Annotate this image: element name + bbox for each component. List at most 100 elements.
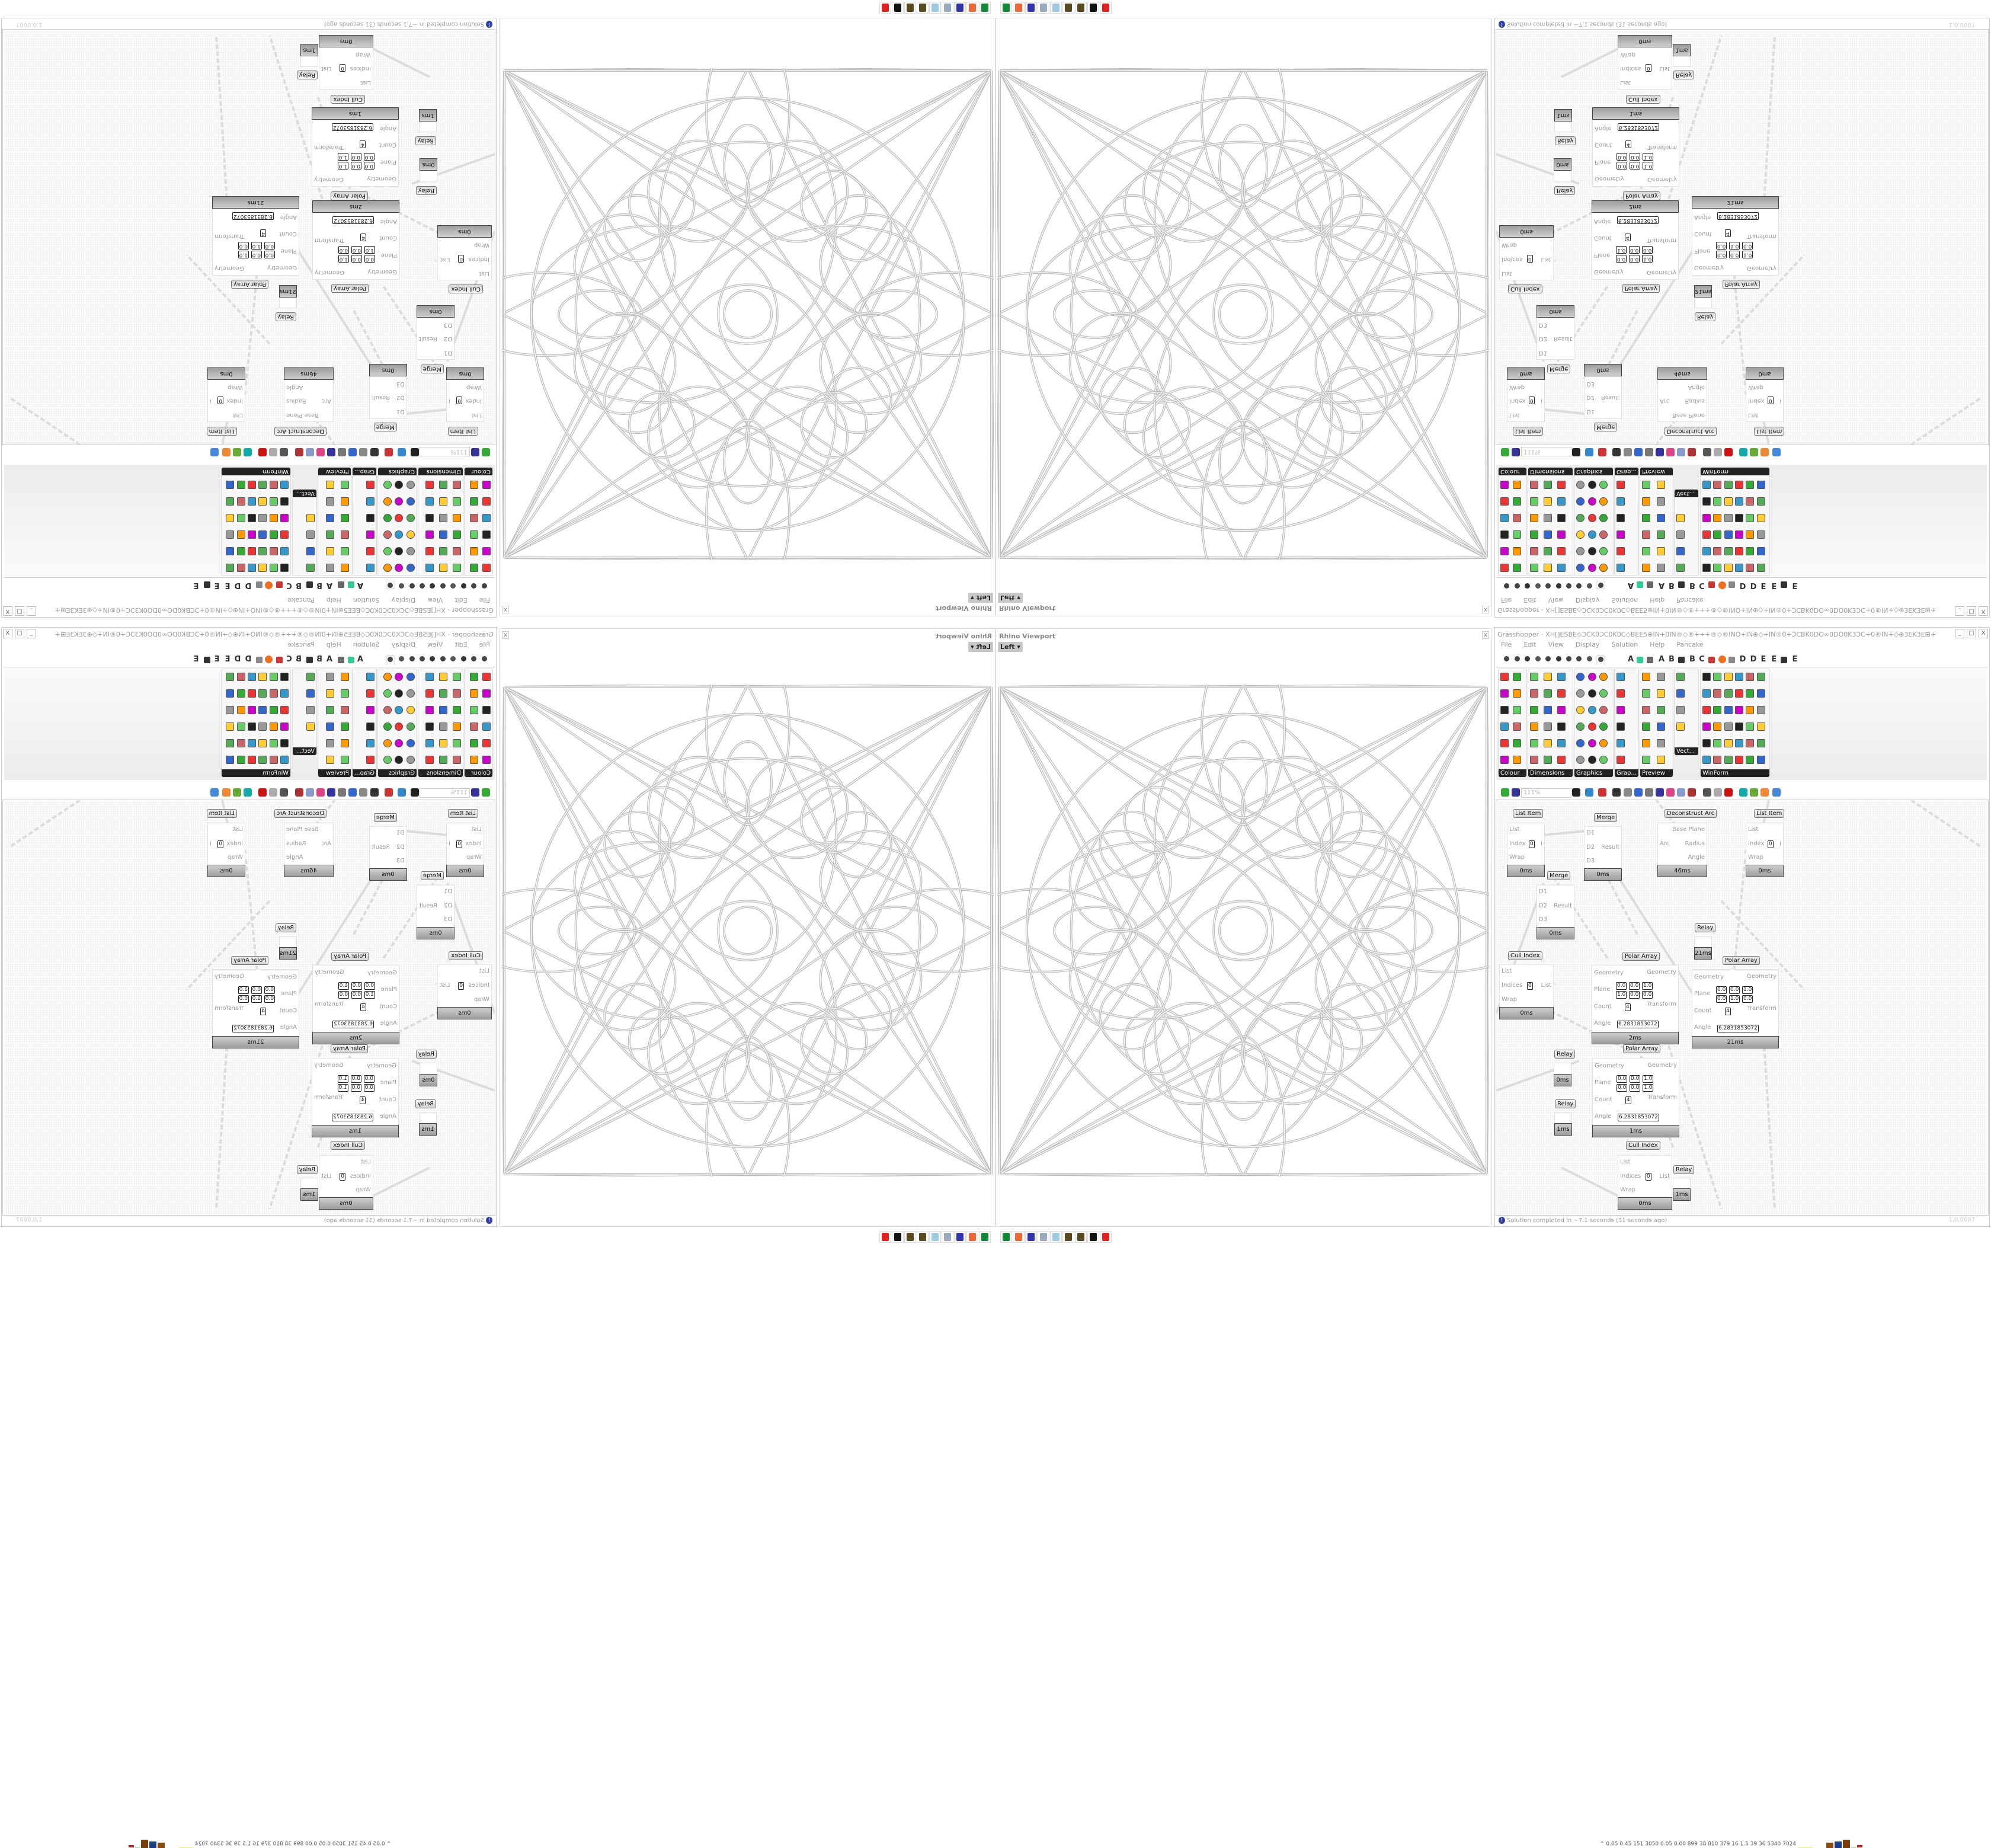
ribbon-group-label[interactable]: Preview <box>1640 769 1673 777</box>
component-title[interactable]: Relay <box>415 136 436 145</box>
component-icon[interactable] <box>425 673 434 681</box>
component-title[interactable]: Relay <box>1695 312 1716 321</box>
plane-origin-x[interactable]: 0.0 <box>264 251 275 258</box>
plane-zaxis-x[interactable]: 0.0 <box>1716 242 1727 250</box>
taskbar-seed-button[interactable] <box>1075 1231 1087 1243</box>
component-icon[interactable] <box>1713 673 1722 681</box>
tab-letter-d[interactable]: D <box>245 581 252 590</box>
input-list[interactable]: List <box>1509 826 1520 833</box>
output-geometry[interactable]: Geometry <box>1647 969 1676 976</box>
plane-origin-x[interactable]: 0.0 <box>363 1075 374 1083</box>
output-geometry[interactable]: Geometry <box>1647 269 1676 276</box>
tab-icon[interactable] <box>1513 581 1521 589</box>
component-icon[interactable] <box>236 547 245 555</box>
tab-icon[interactable] <box>1678 657 1685 663</box>
tab-icon[interactable] <box>408 581 417 589</box>
menu-edit[interactable]: Edit <box>1523 641 1537 648</box>
tab-letter-e[interactable]: E <box>225 581 231 590</box>
component-icon[interactable] <box>425 689 434 698</box>
tab-letter-a[interactable]: A <box>357 581 364 590</box>
half-sphere-icon[interactable] <box>222 448 231 456</box>
component-icon[interactable] <box>341 722 349 731</box>
open-file-icon[interactable] <box>482 788 490 797</box>
tab-icon[interactable] <box>1523 656 1531 664</box>
input-list[interactable]: List <box>1502 270 1512 277</box>
component-icon[interactable] <box>1735 514 1743 522</box>
component-icon[interactable] <box>1702 514 1711 522</box>
component-icon[interactable] <box>395 514 404 522</box>
input-list[interactable]: List <box>1620 79 1631 87</box>
component-icon[interactable] <box>1587 673 1596 681</box>
plane-origin-x[interactable]: 0.0 <box>1616 982 1627 990</box>
sketch-icon[interactable] <box>1598 448 1606 456</box>
component-icon[interactable] <box>482 497 491 506</box>
component-icon[interactable] <box>269 514 278 522</box>
tab-icon[interactable] <box>398 581 406 589</box>
component-body[interactable]: D1 D2 D3 Result <box>1537 316 1574 360</box>
output-base-plane[interactable]: Base Plane <box>1672 826 1705 833</box>
component-title[interactable]: Polar Array <box>1622 284 1660 293</box>
output-base-plane[interactable]: Base Plane <box>286 412 319 419</box>
input-count[interactable]: Count <box>379 235 397 242</box>
tab-letter-c[interactable]: C <box>286 581 292 590</box>
input-plane[interactable]: Plane <box>380 251 397 258</box>
output-angle[interactable]: Angle <box>1688 383 1705 391</box>
component-title[interactable]: Polar Array <box>231 280 268 289</box>
component-icon[interactable] <box>366 673 374 681</box>
component-icon[interactable] <box>1642 497 1650 506</box>
component-icon[interactable] <box>280 722 289 731</box>
component-icon[interactable] <box>1617 706 1625 714</box>
component-body[interactable]: Geometry Plane Count Angle Geometry Transform… <box>312 1058 399 1126</box>
component-icon[interactable] <box>383 673 392 681</box>
component-icon[interactable] <box>1500 564 1509 572</box>
component-icon[interactable] <box>1724 497 1733 506</box>
wireframe-icon[interactable] <box>269 788 277 797</box>
plane-zaxis-y[interactable]: 0.0 <box>350 1084 361 1092</box>
component-icon[interactable] <box>280 547 289 555</box>
close-button[interactable]: X <box>3 606 12 616</box>
taskbar-notepad-button[interactable] <box>1050 2 1062 14</box>
component-title[interactable]: Cull Index <box>331 95 365 104</box>
component-icon[interactable] <box>1576 564 1585 572</box>
component-icon[interactable] <box>1587 564 1596 572</box>
component-icon[interactable] <box>1530 756 1538 764</box>
component-icon[interactable] <box>395 756 404 764</box>
component-icon[interactable] <box>1756 547 1765 555</box>
count-value[interactable]: 4 <box>1625 1096 1631 1104</box>
output-result[interactable]: Result <box>419 335 437 343</box>
component-title[interactable]: Polar Array <box>1623 191 1660 200</box>
component-icon[interactable] <box>1735 756 1743 764</box>
minimize-button[interactable]: _ <box>27 606 36 616</box>
input-wrap[interactable]: Wrap <box>466 854 482 861</box>
tab-icon[interactable] <box>1781 657 1787 663</box>
menu-view[interactable]: View <box>427 641 443 648</box>
component-icon[interactable] <box>1713 756 1722 764</box>
half-sphere-icon[interactable] <box>1760 448 1769 456</box>
component-body[interactable]: List Indices Wrap List 0 <box>319 1155 373 1198</box>
component-icon[interactable] <box>1599 514 1608 522</box>
index-value[interactable]: 0 <box>1646 64 1651 72</box>
component-icon[interactable] <box>1576 739 1585 747</box>
component-icon[interactable] <box>226 514 235 522</box>
component-icon[interactable] <box>269 547 278 555</box>
ribbon-group-label[interactable]: Vect... <box>1675 490 1698 497</box>
tab-icon[interactable] <box>428 656 437 664</box>
component-body[interactable] <box>1554 170 1571 182</box>
component-body[interactable] <box>1554 120 1572 132</box>
input-d3[interactable]: D3 <box>1539 321 1548 328</box>
component-icon[interactable] <box>395 564 404 572</box>
component-icon[interactable] <box>1599 689 1608 698</box>
component-icon[interactable] <box>306 706 315 714</box>
component-icon[interactable] <box>1544 497 1552 506</box>
input-d1[interactable]: D1 <box>1539 888 1548 895</box>
component-icon[interactable] <box>453 564 461 572</box>
view-dropdown[interactable]: Left ▾ <box>968 642 993 652</box>
component-icon[interactable] <box>439 564 447 572</box>
tab-icon[interactable] <box>418 656 427 664</box>
cyan-icon[interactable] <box>244 788 252 797</box>
component-icon[interactable] <box>470 497 479 506</box>
component-body[interactable]: D1 D2 D3 Result <box>369 826 407 869</box>
component-body[interactable]: List Indices Wrap List 0 <box>319 46 373 89</box>
close-button[interactable]: X <box>1979 606 1988 616</box>
cyan-icon[interactable] <box>1739 788 1747 797</box>
